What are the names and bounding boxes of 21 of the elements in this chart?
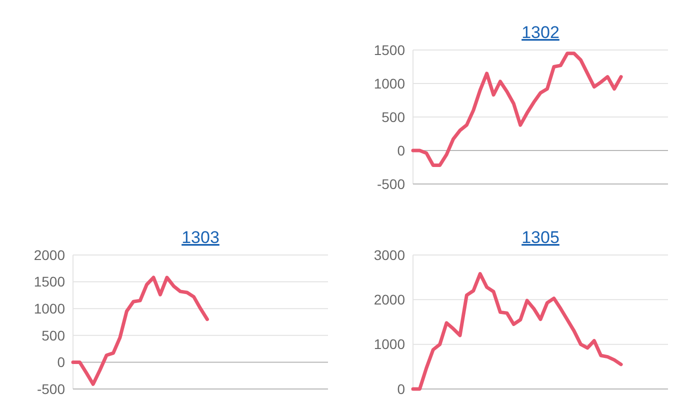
y-tick-label: 0 (397, 142, 406, 158)
y-tick-label: 1500 (374, 42, 406, 58)
y-tick-label: 500 (382, 108, 406, 125)
y-tick-label: 1000 (34, 300, 66, 316)
line-series (71, 276, 209, 386)
chart-title: 1302 (522, 23, 560, 42)
y-tick-label: 1000 (374, 75, 406, 92)
line-series (411, 272, 623, 391)
y-tick-label: -500 (376, 176, 406, 192)
y-tick-label: 0 (397, 380, 406, 397)
y-tick-label: 1500 (34, 274, 66, 290)
y-tick-label: -500 (36, 380, 66, 397)
y-tick-label: 1000 (374, 336, 406, 352)
y-tick-label: 2000 (34, 246, 66, 263)
chart-title: 1305 (522, 228, 560, 247)
y-tick-label: 2000 (374, 292, 406, 308)
line-series (411, 52, 623, 167)
y-tick-label: 0 (57, 354, 66, 370)
y-tick-label: 500 (42, 327, 66, 344)
chart-title: 1303 (182, 228, 220, 247)
y-tick-label: 3000 (374, 246, 406, 263)
